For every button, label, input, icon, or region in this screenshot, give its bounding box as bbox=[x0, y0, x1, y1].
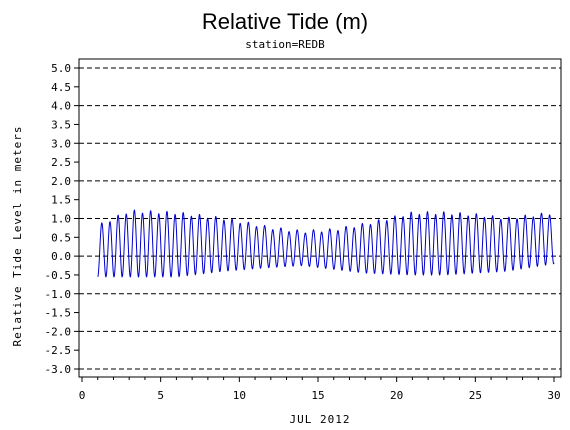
tide-series-line bbox=[97, 209, 555, 278]
y-tick-label: 3.5 bbox=[51, 118, 71, 131]
y-tick-label: 2.5 bbox=[51, 156, 71, 169]
y-axis-label: Relative Tide Level in meters bbox=[11, 125, 24, 346]
x-tick-label: 0 bbox=[79, 389, 86, 402]
x-tick-label: 30 bbox=[547, 389, 560, 402]
x-axis-ticks: 0 5 10 15 20 25 30 bbox=[79, 377, 561, 402]
y-tick-label: 2.0 bbox=[51, 175, 71, 188]
y-tick-label: 4.5 bbox=[51, 81, 71, 94]
x-axis-label: JUL 2012 bbox=[290, 413, 351, 426]
y-tick-label: 4.0 bbox=[51, 100, 71, 113]
chart-title: Relative Tide (m) bbox=[202, 9, 368, 34]
x-tick-label: 10 bbox=[233, 389, 246, 402]
y-tick-label: -3.0 bbox=[45, 363, 72, 376]
y-tick-label: -2.5 bbox=[45, 344, 72, 357]
y-tick-label: 1.5 bbox=[51, 194, 71, 207]
y-tick-label: 1.0 bbox=[51, 213, 71, 226]
y-tick-label: -0.5 bbox=[45, 269, 72, 282]
y-tick-label: 0.0 bbox=[51, 250, 71, 263]
y-axis-ticks: 5.0 4.5 4.0 3.5 3.0 2.5 2.0 1.5 1.0 0.5 0.0 -0.5 -1.… bbox=[45, 62, 79, 376]
x-tick-label: 25 bbox=[469, 389, 482, 402]
x-tick-label: 15 bbox=[311, 389, 324, 402]
y-tick-label: 5.0 bbox=[51, 62, 71, 75]
y-tick-label: -1.0 bbox=[45, 288, 72, 301]
x-tick-label: 5 bbox=[157, 389, 164, 402]
y-tick-label: 0.5 bbox=[51, 231, 71, 244]
x-tick-label: 20 bbox=[390, 389, 403, 402]
chart-subtitle: station=REDB bbox=[245, 38, 325, 51]
tide-series bbox=[97, 209, 555, 278]
y-tick-label: -1.5 bbox=[45, 307, 72, 320]
y-tick-label: 3.0 bbox=[51, 137, 71, 150]
y-tick-label: -2.0 bbox=[45, 325, 72, 338]
